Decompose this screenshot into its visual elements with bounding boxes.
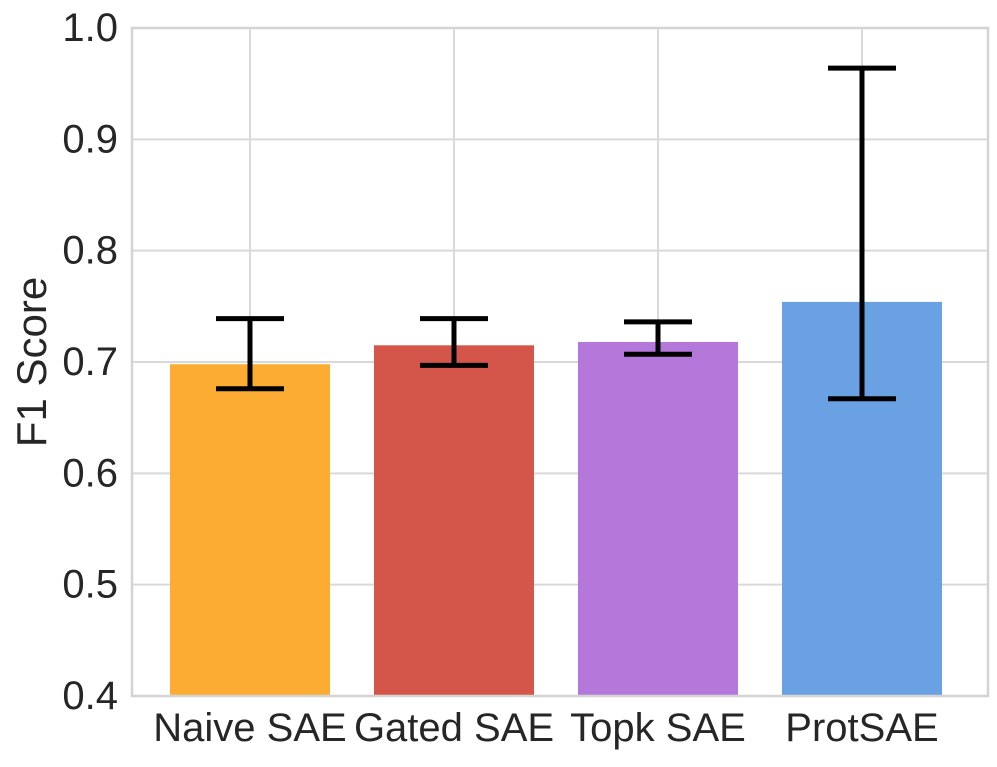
bar <box>170 364 330 696</box>
x-category-label: Topk SAE <box>570 706 746 750</box>
y-axis-label: F1 Score <box>8 277 55 447</box>
bar <box>578 341 738 696</box>
plot-border-layer <box>130 26 990 698</box>
error-bar-layer <box>216 65 896 402</box>
y-tick-label: 0.5 <box>62 563 118 607</box>
y-tick-label: 0.7 <box>62 340 118 384</box>
x-category-label: Naive SAE <box>153 706 346 750</box>
y-tick-label: 0.4 <box>62 674 118 718</box>
y-tick-label: 0.6 <box>62 451 118 495</box>
plot-border <box>130 26 990 698</box>
y-tick-label: 0.8 <box>62 229 118 273</box>
tick-label-layer: 0.4 0.5 0.6 0.7 0.8 0.9 1.0 Naive SAE Gated SAE T… <box>62 6 938 750</box>
x-category-label: ProtSAE <box>785 706 938 750</box>
x-category-label: Gated SAE <box>354 706 554 750</box>
y-tick-label: 1.0 <box>62 6 118 50</box>
bar <box>374 345 534 696</box>
y-tick-label: 0.9 <box>62 117 118 161</box>
bar-layer <box>170 301 942 696</box>
